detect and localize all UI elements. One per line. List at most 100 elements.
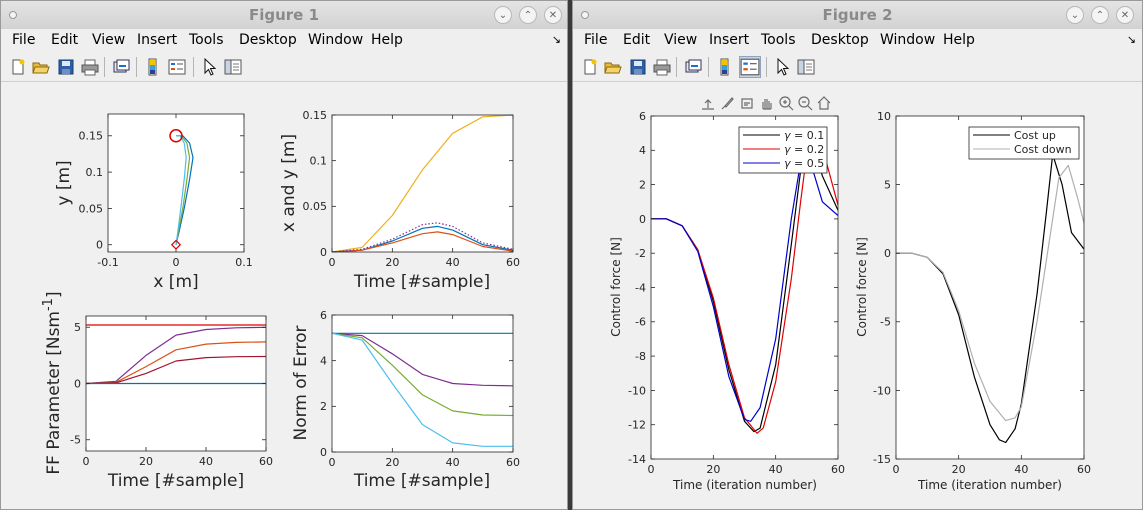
y-tick-label: 10 — [877, 110, 891, 123]
menu-view[interactable]: View — [92, 32, 126, 48]
y-tick-label: -2 — [635, 247, 646, 260]
link-plot-icon[interactable] — [112, 58, 130, 76]
y-tick-label: 0 — [96, 239, 103, 252]
x-tick-label: -0.1 — [97, 256, 118, 269]
zoom-in-icon[interactable] — [779, 96, 794, 111]
ff-x-axis-label: Time [#sample] — [107, 471, 244, 491]
figure1-toolbar — [1, 53, 567, 82]
menu-tools[interactable]: Tools — [761, 32, 796, 48]
pin-icon[interactable] — [581, 11, 589, 19]
toolbar-separator — [104, 57, 105, 77]
error-x-axis-label: Time [#sample] — [353, 471, 490, 491]
menu-help[interactable]: Help — [943, 32, 975, 48]
colorbar-icon[interactable] — [716, 58, 734, 76]
save-icon[interactable] — [629, 58, 647, 76]
series-group — [332, 115, 513, 252]
minimize-button[interactable]: ⌄ — [1066, 6, 1084, 24]
colorbar-icon[interactable] — [144, 58, 162, 76]
axes-toolbar — [702, 96, 831, 111]
export-icon[interactable] — [702, 99, 714, 110]
y-tick-label: -5 — [880, 316, 891, 329]
y-tick-label: 6 — [320, 309, 327, 322]
home-icon[interactable] — [817, 96, 831, 110]
menu-desktop[interactable]: Desktop — [811, 32, 869, 48]
pin-icon[interactable] — [9, 11, 17, 19]
y-tick-label: 0.15 — [79, 130, 104, 143]
close-button[interactable]: ✕ — [1116, 6, 1134, 24]
x-tick-label: 20 — [139, 455, 153, 468]
open-file-icon[interactable] — [32, 58, 50, 76]
dock-arrow-icon[interactable]: ↘ — [551, 33, 561, 46]
y-tick-label: -12 — [628, 419, 646, 432]
legend-label-cost-down: Cost down — [1014, 143, 1072, 156]
y-tick-label: 0.15 — [303, 109, 328, 122]
figure1-titlebar[interactable]: Figure 1 ⌄ ⌃ ✕ — [1, 1, 567, 30]
property-inspector-icon[interactable] — [224, 58, 242, 76]
minimize-button[interactable]: ⌄ — [494, 6, 512, 24]
toolbar-separator — [676, 57, 677, 77]
menu-file[interactable]: File — [12, 32, 36, 48]
menu-window[interactable]: Window — [880, 32, 936, 48]
series-line-4 — [332, 332, 513, 447]
xy-trajectory-plot: x [m] y [m] -0.1 0 0.1 0 0.05 0.1 0.15 — [54, 113, 253, 292]
edit-pointer-icon[interactable] — [201, 58, 219, 76]
menu-edit[interactable]: Edit — [623, 32, 651, 48]
axes-frame — [331, 114, 514, 253]
dock-arrow-icon[interactable]: ↘ — [1126, 33, 1136, 46]
open-file-icon[interactable] — [604, 58, 622, 76]
series-line-2 — [332, 332, 513, 387]
menu-view[interactable]: View — [664, 32, 698, 48]
menu-file[interactable]: File — [584, 32, 608, 48]
series-line-2 — [86, 326, 266, 385]
close-button[interactable]: ✕ — [544, 6, 562, 24]
y-tick-label: 0 — [884, 247, 891, 260]
figure2-window: Figure 2 ⌄ ⌃ ✕ File Edit View Insert Too… — [572, 0, 1143, 510]
figure2-titlebar[interactable]: Figure 2 ⌄ ⌃ ✕ — [573, 1, 1142, 30]
maximize-button[interactable]: ⌃ — [1091, 6, 1109, 24]
y-tick-label: 2 — [639, 178, 646, 191]
menu-edit[interactable]: Edit — [51, 32, 79, 48]
save-icon[interactable] — [57, 58, 75, 76]
edit-pointer-icon[interactable] — [774, 58, 792, 76]
series-line-2 — [896, 164, 1084, 422]
axes-frame — [331, 314, 514, 453]
series-group — [86, 324, 266, 385]
menu-window[interactable]: Window — [308, 32, 364, 48]
x-tick-label: 0 — [83, 455, 90, 468]
menu-insert[interactable]: Insert — [709, 32, 750, 48]
figure2-canvas: Time (iteration number) Control force [N… — [573, 82, 1142, 509]
x-tick-label: 40 — [199, 455, 213, 468]
menu-help[interactable]: Help — [371, 32, 403, 48]
xy-y-axis-label: y [m] — [54, 160, 74, 205]
legend-icon[interactable] — [168, 58, 186, 76]
menu-insert[interactable]: Insert — [137, 32, 178, 48]
new-figure-icon[interactable] — [9, 58, 27, 76]
control-force-cost-plot: Time (iteration number) Control force [N… — [855, 110, 1091, 492]
print-icon[interactable] — [653, 58, 671, 76]
ff-ylabel-sup: -1 — [41, 298, 56, 311]
figure2-menubar: File Edit View Insert Tools Desktop Wind… — [573, 29, 1142, 51]
print-icon[interactable] — [81, 58, 99, 76]
y-tick-label: -14 — [628, 453, 646, 466]
x-tick-label: 60 — [1077, 463, 1091, 476]
brush-icon[interactable] — [721, 97, 734, 110]
cost-legend[interactable]: Cost up Cost down — [968, 126, 1080, 160]
legend-icon[interactable] — [739, 56, 761, 78]
zoom-out-icon[interactable] — [798, 96, 813, 111]
gamma-legend[interactable]: γ = 0.1 γ = 0.2 γ = 0.5 — [738, 126, 828, 174]
datatip-icon[interactable] — [741, 98, 753, 109]
x-tick-label: 40 — [446, 456, 460, 469]
y-tick-label: -10 — [873, 384, 891, 397]
property-inspector-icon[interactable] — [797, 58, 815, 76]
pan-icon[interactable] — [762, 99, 772, 110]
x-tick-label: 20 — [952, 463, 966, 476]
maximize-button[interactable]: ⌃ — [519, 6, 537, 24]
y-tick-label: -8 — [635, 350, 646, 363]
menu-tools[interactable]: Tools — [189, 32, 224, 48]
new-figure-icon[interactable] — [581, 58, 599, 76]
link-plot-icon[interactable] — [684, 58, 702, 76]
x-tick-label: 0 — [329, 256, 336, 269]
y-tick-label: 0.05 — [79, 202, 104, 215]
menu-desktop[interactable]: Desktop — [239, 32, 297, 48]
legend-label-gamma-0.2: γ = 0.2 — [784, 143, 824, 156]
